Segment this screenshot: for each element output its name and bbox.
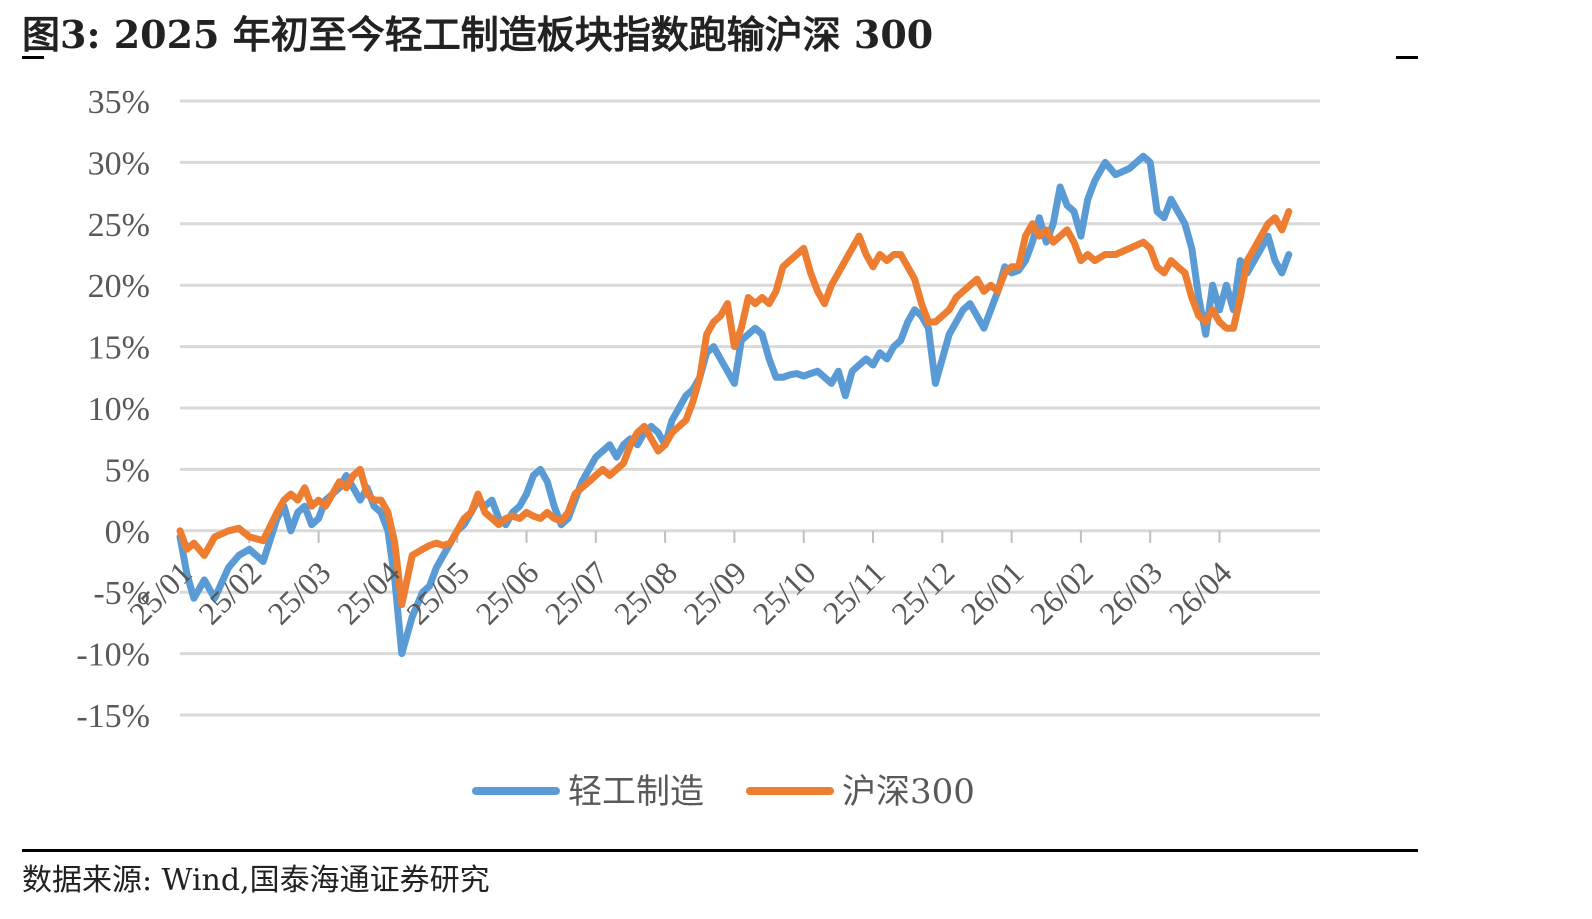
y-tick-label: -5% bbox=[93, 575, 150, 612]
y-tick-label: 35% bbox=[88, 84, 150, 121]
y-tick-label: 20% bbox=[88, 268, 150, 305]
y-tick-label: 15% bbox=[88, 330, 150, 367]
legend-label: 轻工制造 bbox=[568, 772, 704, 812]
y-tick-label: 5% bbox=[105, 452, 150, 489]
series-line bbox=[176, 152, 1293, 658]
legend: 轻工制造 沪深300 bbox=[472, 772, 975, 812]
source-rule bbox=[22, 849, 1418, 852]
data-source-note: 数据来源: Wind,国泰海通证券研究 bbox=[22, 863, 490, 898]
y-tick-label: -15% bbox=[76, 698, 150, 735]
y-tick-label: 10% bbox=[88, 391, 150, 428]
x-axis-ticks bbox=[179, 530, 1221, 543]
title-rule-left-mark bbox=[22, 56, 44, 59]
y-tick-label: 25% bbox=[88, 207, 150, 244]
series-layer bbox=[176, 152, 1293, 658]
y-tick-label: -10% bbox=[76, 637, 150, 674]
grid-layer bbox=[180, 99, 1320, 717]
series-line bbox=[176, 208, 1293, 608]
figure-title: 图3: 2025 年初至今轻工制造板块指数跑输沪深 300 bbox=[22, 12, 934, 57]
title-rule-right-mark bbox=[1396, 56, 1418, 59]
y-tick-label: 30% bbox=[88, 145, 150, 182]
y-tick-label: 0% bbox=[105, 514, 150, 551]
y-axis-labels: 35% 30% 25% 20% 15% 10% 5% 0% -5% -10% -15% bbox=[76, 84, 150, 735]
legend-label: 沪深300 bbox=[842, 772, 975, 812]
